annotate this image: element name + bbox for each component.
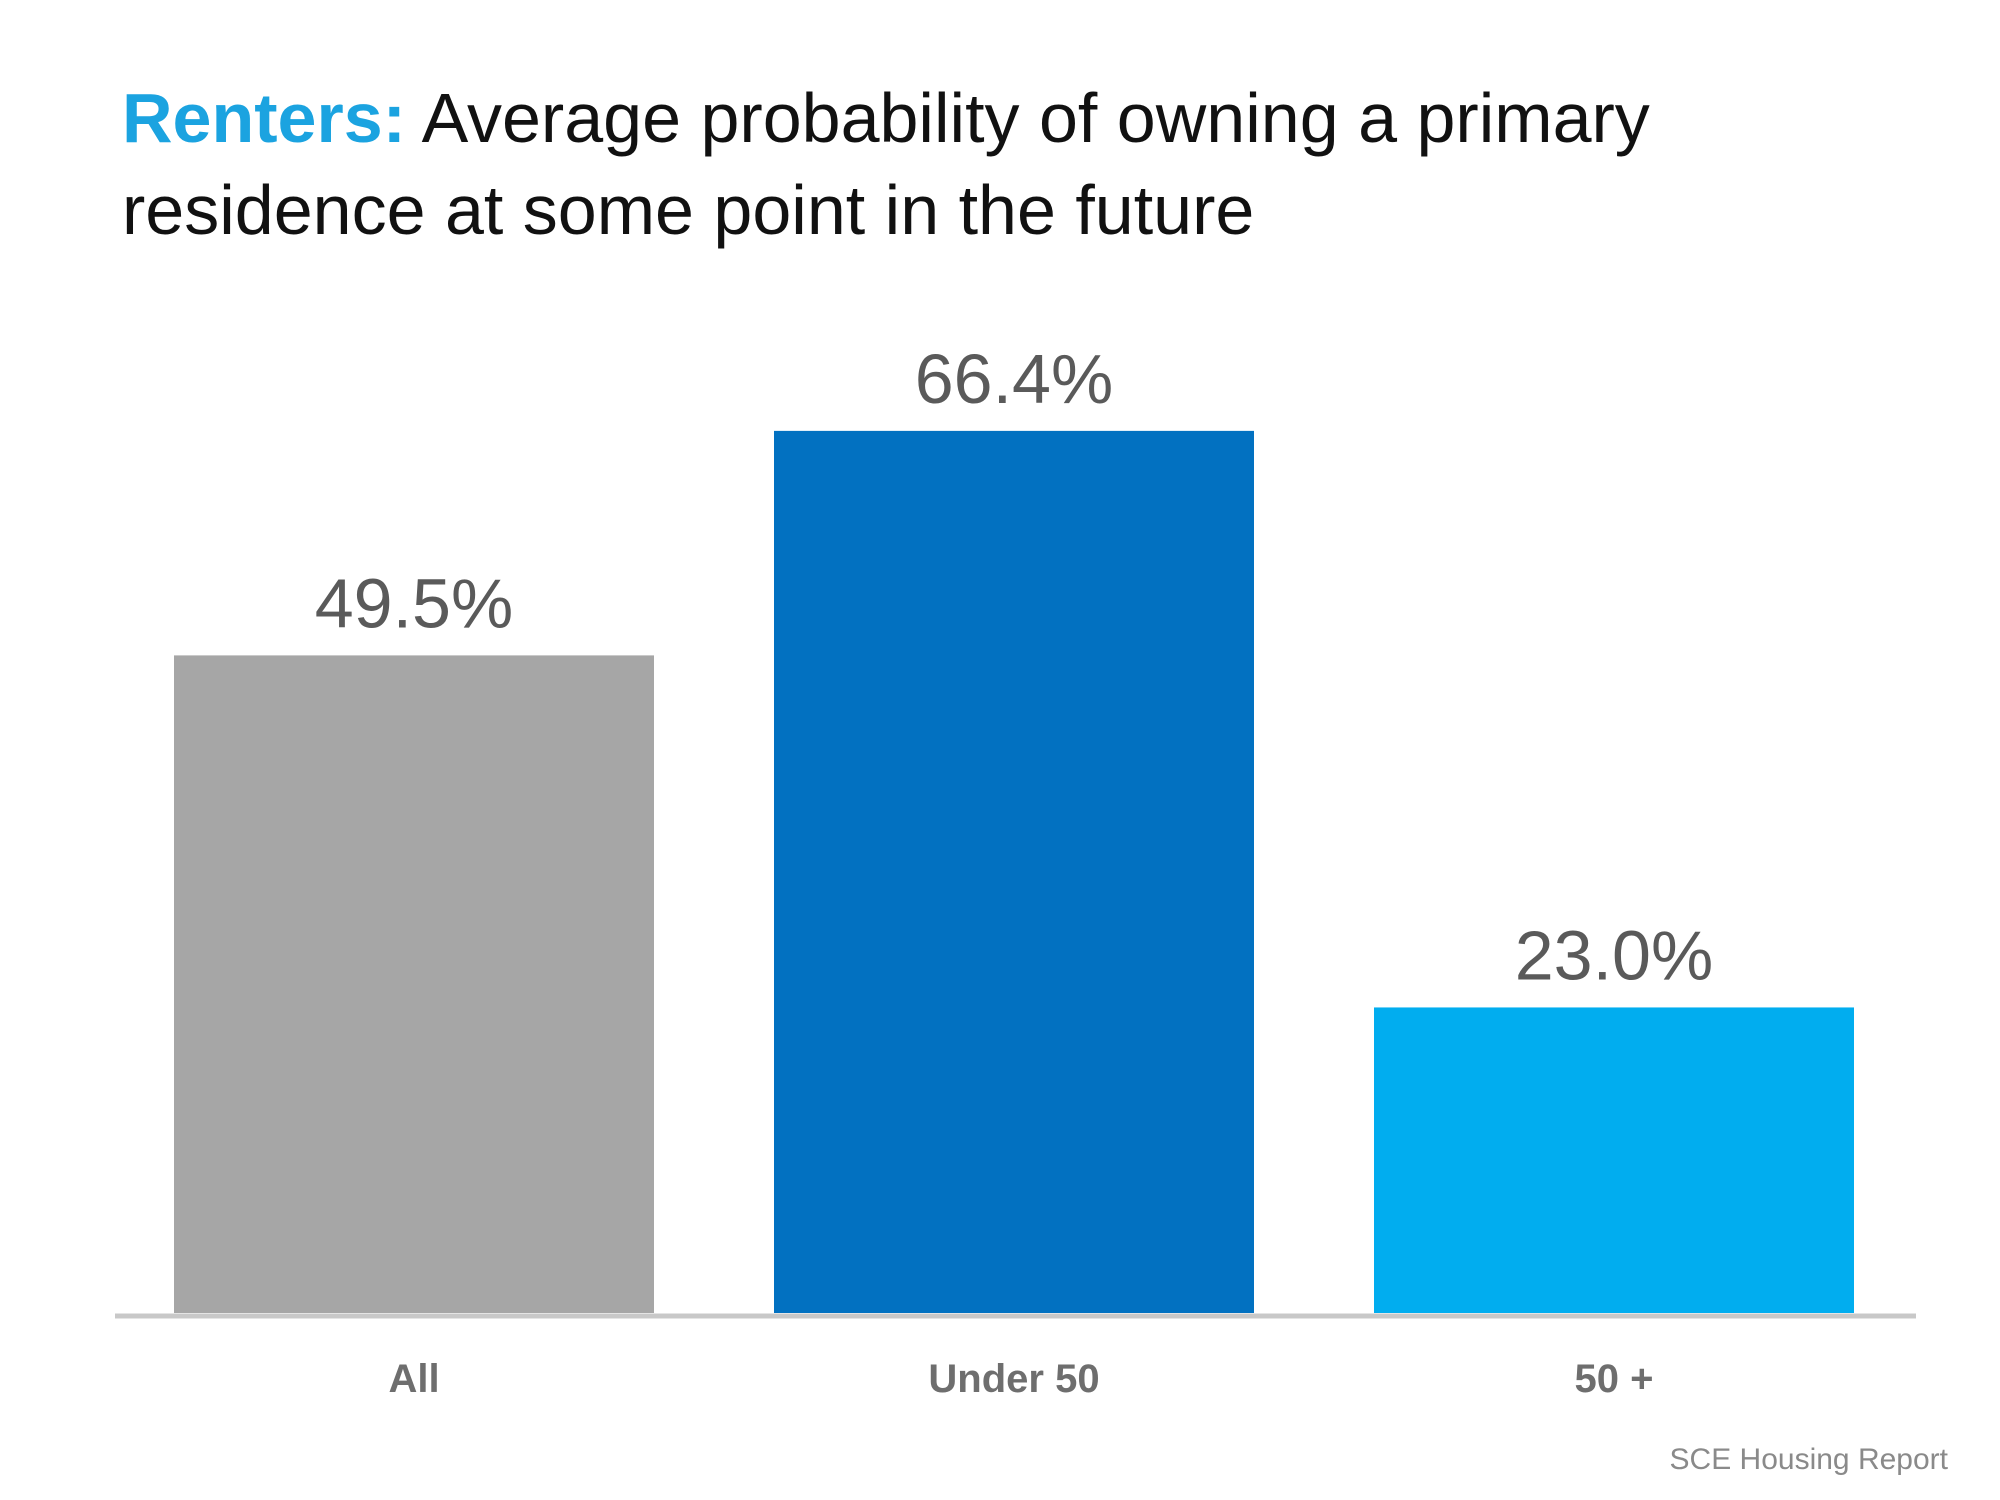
bar-1 <box>774 430 1254 1314</box>
bar-2 <box>1374 1007 1854 1313</box>
value-label-0: 49.5% <box>315 564 513 642</box>
chart-title-lead: Renters: <box>122 79 406 157</box>
category-label-1: Under 50 <box>928 1357 1099 1401</box>
category-label-2: 50 + <box>1575 1357 1654 1401</box>
chart-title: Renters: Average probability of owning a… <box>122 72 1882 256</box>
category-label-0: All <box>388 1357 439 1401</box>
source-note: SCE Housing Report <box>1669 1443 1948 1476</box>
value-label-1: 66.4% <box>915 340 1113 418</box>
chart-title-text: Average probability of owning a primary … <box>122 79 1650 249</box>
bar-0 <box>174 655 654 1313</box>
value-label-2: 23.0% <box>1515 916 1713 994</box>
